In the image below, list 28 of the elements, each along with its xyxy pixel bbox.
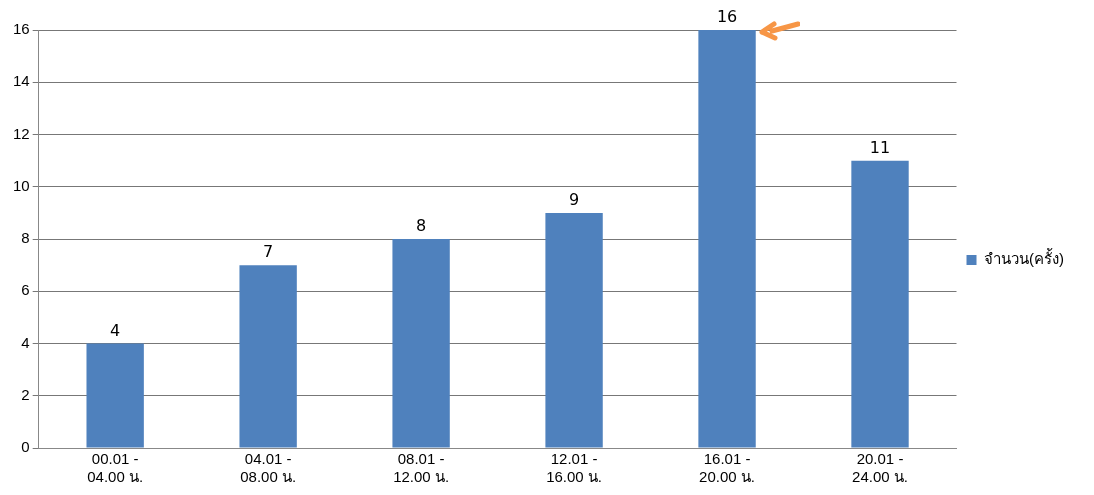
bar	[851, 160, 909, 448]
data-label: 11	[869, 137, 891, 157]
data-label: 9	[568, 190, 580, 210]
y-tick-label: 6	[21, 281, 30, 299]
x-tick-label: 20.01 - 24.00 น.	[852, 450, 908, 486]
y-tick-label: 2	[21, 385, 30, 403]
data-label: 7	[263, 242, 274, 262]
y-tick-label: 16	[13, 20, 30, 38]
bar	[86, 343, 144, 448]
x-tick-label: 08.01 - 12.00 น.	[393, 450, 450, 486]
bar	[698, 30, 756, 448]
data-label: 16	[716, 7, 738, 27]
x-tick-label: 16.01 - 20.00 น.	[699, 450, 755, 486]
y-tick-label: 0	[21, 438, 30, 456]
x-tick-label: 12.01 - 16.00 น.	[546, 450, 603, 486]
bar	[392, 239, 450, 448]
legend-label: จำนวน(ครั้ง)	[984, 248, 1065, 268]
y-tick-label: 4	[21, 333, 30, 351]
data-label: 8	[416, 216, 427, 236]
y-tick-label: 12	[13, 124, 30, 142]
y-tick-label: 8	[21, 229, 30, 247]
bar	[239, 265, 297, 448]
y-tick-label: 10	[13, 176, 30, 194]
data-label: 4	[110, 320, 121, 340]
x-tick-label: 00.01 - 04.00 น.	[87, 450, 144, 486]
bar	[545, 212, 603, 448]
y-tick-label: 14	[13, 72, 30, 90]
x-tick-label: 04.01 - 08.00 น.	[240, 450, 297, 486]
